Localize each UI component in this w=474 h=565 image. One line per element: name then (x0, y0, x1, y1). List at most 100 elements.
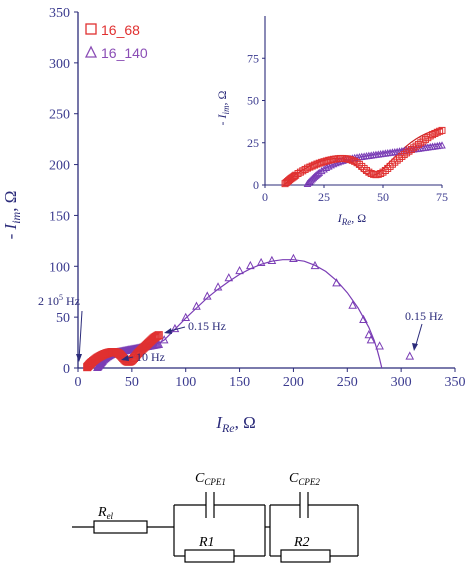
point-16-68 (322, 157, 330, 165)
resistor-rel (93, 520, 148, 534)
y-tick-label: 300 (49, 57, 70, 72)
label-r2: R2 (293, 535, 310, 550)
y-tick-label: 200 (49, 159, 70, 174)
point-16-140 (202, 291, 212, 300)
point-16-68 (327, 156, 335, 164)
legend: 16_68 16_140 (84, 22, 148, 61)
point-16-140 (256, 257, 266, 267)
point-16-140 (348, 300, 357, 309)
point-16-140 (366, 335, 376, 344)
annotation-arrowhead-0-15-hz-red (164, 328, 172, 334)
resistor-r1 (184, 549, 235, 563)
point-16-68 (398, 152, 406, 160)
inset-y-axis-label: - Iim, Ω (215, 90, 231, 125)
point-16-140 (170, 323, 180, 333)
main-axes: 0 50 100 150 200 250 300 3500501001502002503003… (49, 6, 466, 390)
legend-label-16-140: 16_140 (101, 45, 148, 61)
point-16-68 (318, 158, 326, 166)
annotation-0-15-hz-red: 0.15 Hz (188, 319, 226, 333)
inset-x-tick-label: 50 (377, 190, 389, 204)
point-16-68 (393, 156, 401, 164)
point-16-68 (381, 166, 389, 174)
point-16-140 (315, 168, 324, 176)
label-rel: Rel (97, 505, 114, 521)
point-16-68 (348, 156, 356, 164)
point-16-140 (267, 255, 277, 265)
point-16-140 (159, 335, 169, 344)
point-16-140 (313, 170, 321, 178)
point-16-140 (329, 159, 338, 168)
x-axis-label: IRe, Ω (215, 413, 255, 435)
legend-label-16-68: 16_68 (101, 22, 140, 38)
inset-y-tick-label: 50 (247, 94, 259, 108)
annotation-10-hz: 10 Hz (136, 350, 165, 364)
point-16-68 (391, 158, 399, 166)
point-16-68 (325, 156, 333, 164)
legend-marker-16-68 (85, 23, 97, 35)
y-tick-label: 0 (63, 362, 70, 377)
point-16-68 (346, 155, 354, 163)
annotation-arrowhead-0-15-hz-purple (412, 343, 418, 351)
point-16-68 (367, 170, 375, 178)
equivalent-circuit (72, 492, 359, 563)
point-16-140 (375, 341, 384, 350)
y-tick-label: 50 (56, 311, 70, 326)
label-cpe2: CCPE2 (289, 471, 320, 487)
point-16-140 (235, 265, 244, 275)
point-16-68 (358, 162, 366, 170)
point-16-68 (433, 128, 441, 136)
point-16-68 (438, 126, 446, 134)
point-16-68 (306, 163, 314, 171)
legend-marker-16-140 (84, 45, 98, 58)
point-16-140 (310, 260, 320, 270)
point-16-68 (311, 161, 319, 169)
point-16-140 (192, 301, 201, 310)
point-16-68 (388, 160, 396, 168)
y-axis-label-prefix: - I (1, 222, 20, 239)
inset-y-tick-label: 75 (247, 51, 259, 65)
circuit-labels: Rel CCPE1 CCPE2 R1 R2 (97, 471, 320, 550)
x-axis-label-unit: , Ω (235, 413, 256, 432)
point-16-68 (308, 162, 316, 170)
x-tick-label: 50 (125, 375, 139, 390)
y-axis-label: - Iim, Ω (1, 191, 23, 240)
point-16-68 (313, 160, 321, 168)
point-16-68 (320, 158, 328, 166)
y-tick-label: 100 (49, 260, 70, 275)
annotation-high-freq: 2 105 Hz (38, 293, 80, 308)
y-tick-label: 250 (49, 108, 70, 123)
point-16-68 (365, 168, 373, 176)
annotation-arrow-high-freq (78, 310, 83, 361)
point-16-68 (353, 159, 361, 167)
annotations: 2 105 Hz 0.15 Hz 10 Hz 0.15 Hz (38, 293, 443, 364)
point-16-68 (429, 131, 437, 139)
annotation-0-15-hz-purple: 0.15 Hz (405, 309, 443, 323)
point-16-140 (438, 141, 446, 149)
x-axis-label-main: I (215, 413, 223, 432)
label-cpe1: CCPE1 (195, 471, 226, 487)
point-16-140 (289, 253, 298, 262)
inset-x-tick-label: 0 (262, 190, 268, 204)
point-16-68 (360, 164, 368, 172)
inset-y-tick-label: 0 (253, 178, 259, 192)
x-tick-label: 200 (283, 375, 304, 390)
y-axis-label-unit: , Ω (1, 191, 20, 212)
point-16-68 (301, 165, 309, 173)
point-16-68 (386, 162, 394, 170)
main-series (83, 253, 415, 372)
x-tick-label: 300 (391, 375, 412, 390)
point-16-140 (359, 314, 368, 324)
point-16-68 (379, 168, 387, 176)
point-16-68 (374, 170, 382, 178)
point-16-68 (355, 160, 363, 168)
point-16-140 (213, 282, 223, 291)
point-16-140 (246, 260, 255, 270)
point-16-140 (154, 339, 164, 348)
point-16-140 (364, 330, 374, 339)
point-16-68 (384, 164, 392, 172)
x-tick-label: 250 (337, 375, 358, 390)
y-tick-label: 150 (49, 209, 70, 224)
point-16-68 (152, 332, 161, 341)
y-tick-label: 350 (49, 6, 70, 21)
